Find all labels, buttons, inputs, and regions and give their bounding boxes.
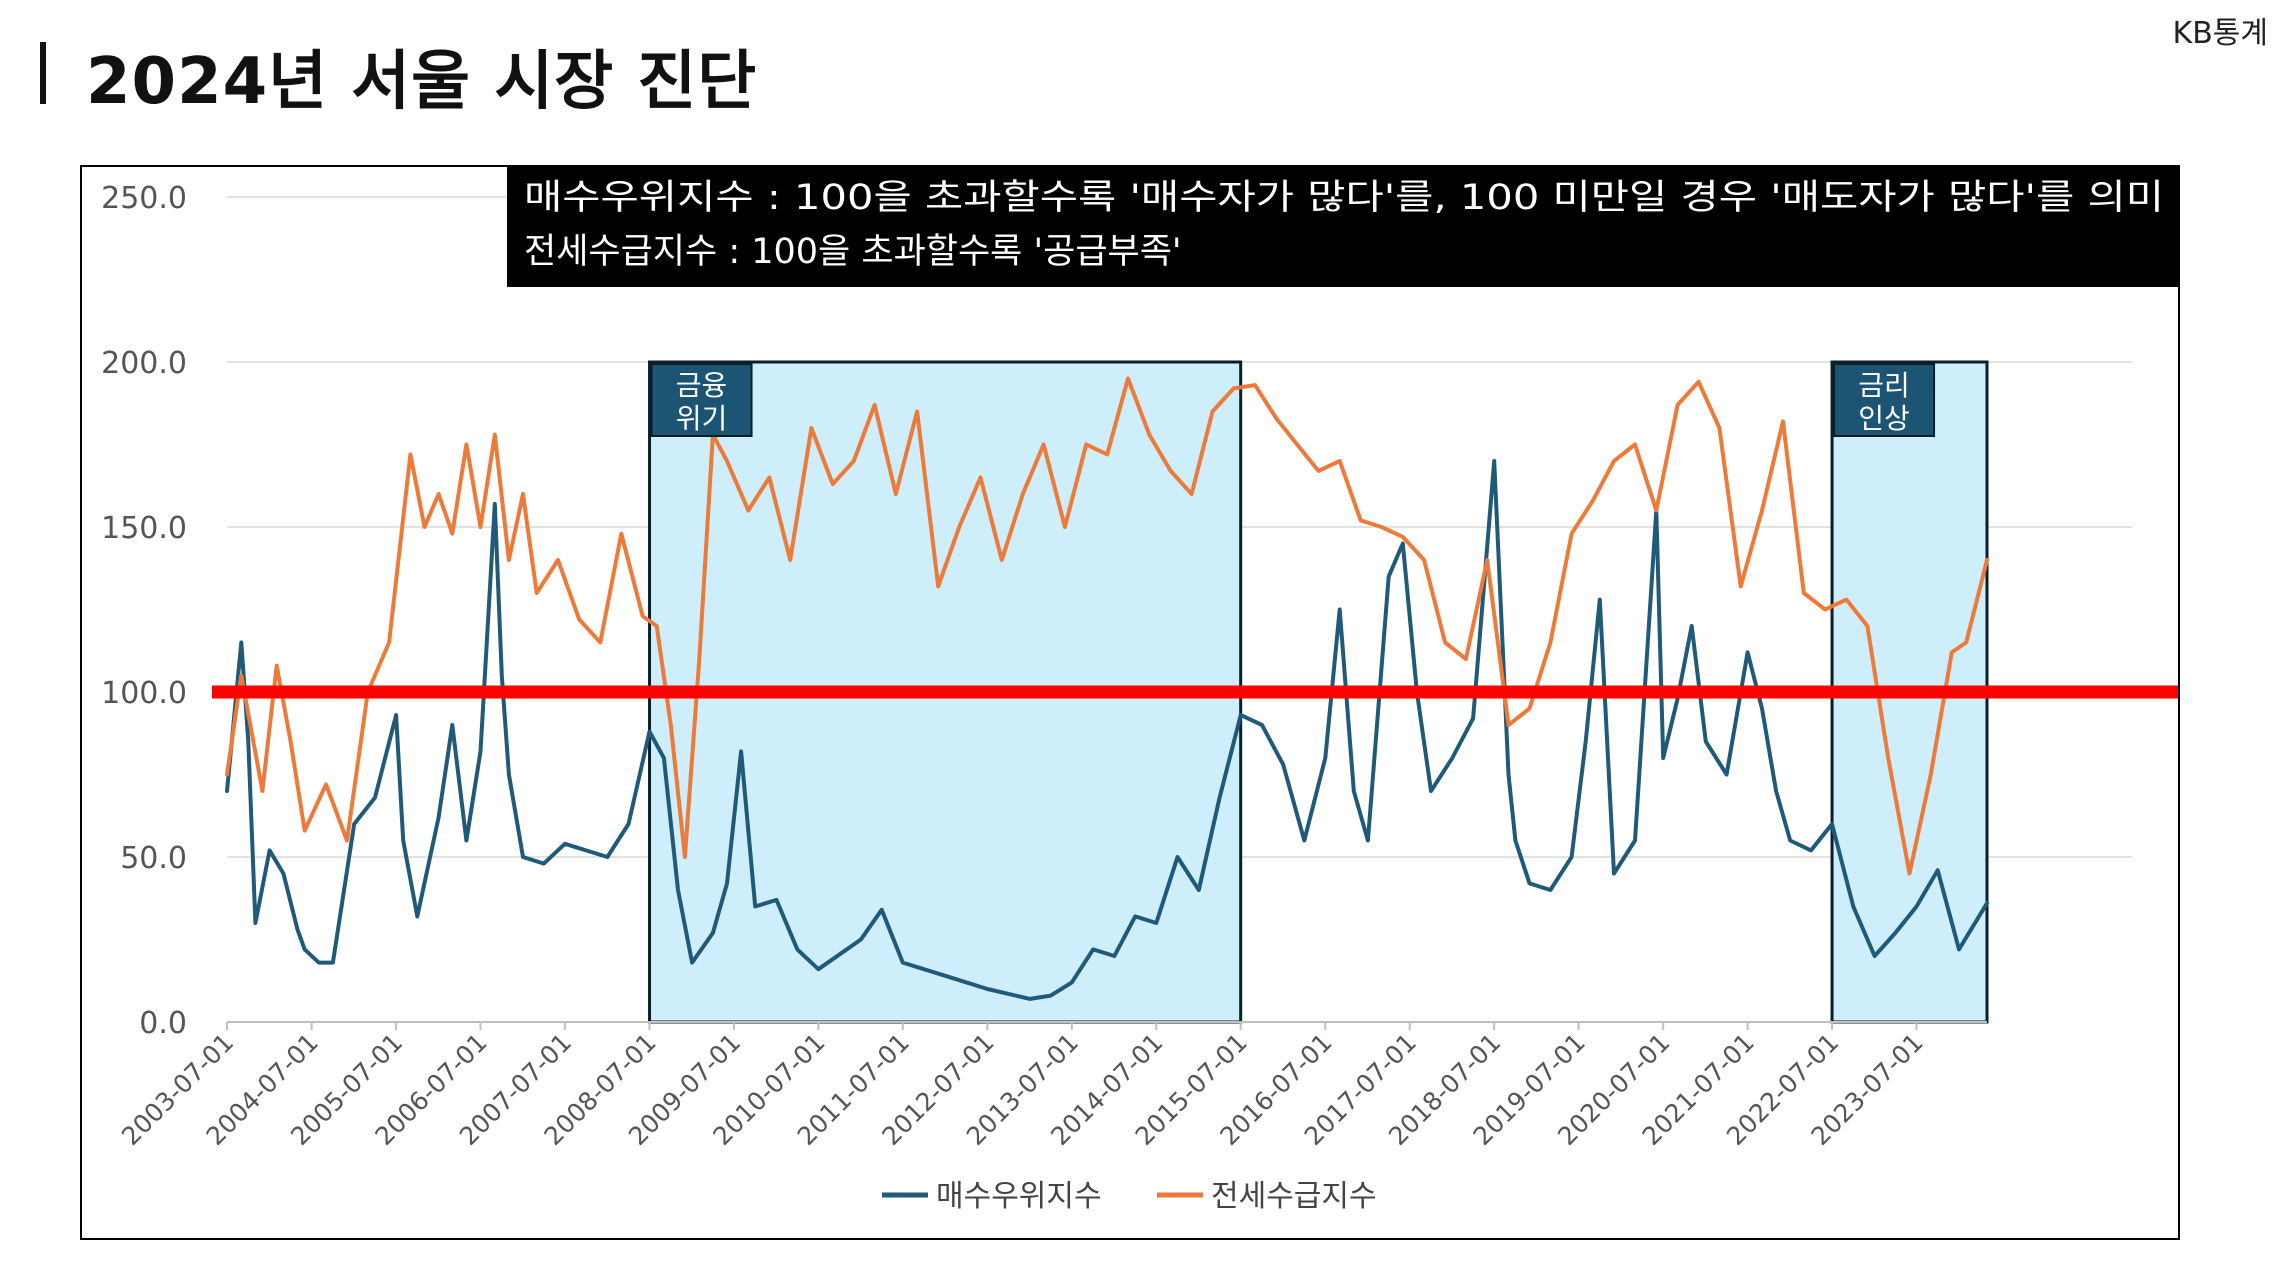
series-line-jeonse-index	[225, 376, 1989, 876]
page-title: 2024년 서울 시장 진단	[86, 45, 758, 119]
y-tick-label: 250.0	[101, 181, 187, 216]
y-tick-label: 50.0	[120, 841, 187, 876]
chart-frame: 0.0 50.0 100.0 150.0 200.0 250.0 2003-07-01 200…	[80, 165, 2180, 1240]
highlight-label-box	[650, 363, 753, 437]
note-line: 전세수급지수 : 100을 초과할수록 '공급부족'	[524, 232, 1182, 272]
source-label: KB통계	[2172, 16, 2268, 51]
y-tick-label: 150.0	[101, 511, 187, 546]
highlight-label-box	[1833, 363, 1936, 437]
line-chart: 0.050.0100.0150.0200.0250.02003-07-01200…	[101, 167, 2178, 1214]
note-box: 매수우위지수 : 100을 초과할수록 '매수자가 많다'를, 100 미만일 …	[507, 167, 2178, 287]
note-box-background	[507, 167, 2178, 287]
title-accent-bar	[40, 42, 46, 104]
note-line: 매수우위지수 : 100을 초과할수록 '매수자가 많다'를, 100 미만일 …	[524, 178, 2164, 218]
legend-label: 매수우위지수	[936, 1179, 1102, 1214]
highlight-label-line: 금융	[676, 369, 728, 402]
highlight-label-line: 금리	[1858, 369, 1910, 402]
legend-label: 전세수급지수	[1211, 1179, 1377, 1214]
y-tick-label: 0.0	[139, 1006, 187, 1041]
y-tick-label: 200.0	[101, 346, 187, 381]
highlight-label-line: 인상	[1858, 402, 1910, 435]
legend: 매수우위지수 전세수급지수	[882, 1179, 1377, 1214]
y-tick-label: 100.0	[101, 676, 187, 711]
highlight-label-line: 위기	[676, 402, 728, 435]
